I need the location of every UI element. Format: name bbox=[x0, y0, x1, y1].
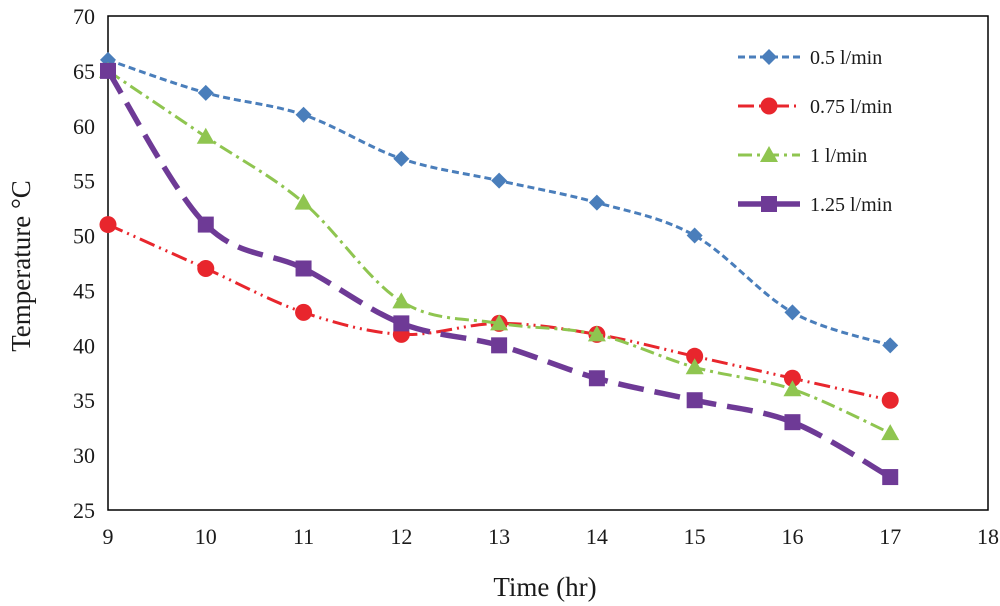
series-group bbox=[99, 61, 900, 441]
x-tick-label: 17 bbox=[879, 524, 901, 549]
legend-item: 0.75 l/min bbox=[738, 96, 892, 118]
x-tick-label: 15 bbox=[684, 524, 706, 549]
data-point bbox=[686, 227, 703, 244]
data-point bbox=[294, 193, 313, 210]
y-tick-label: 60 bbox=[73, 114, 95, 139]
legend-marker bbox=[761, 196, 777, 212]
x-tick-label: 16 bbox=[781, 524, 803, 549]
x-tick-label: 10 bbox=[195, 524, 217, 549]
x-tick-label: 14 bbox=[586, 524, 608, 549]
y-tick-label: 35 bbox=[73, 388, 95, 413]
legend-marker bbox=[760, 97, 778, 115]
data-point bbox=[392, 292, 411, 309]
legend-item: 1.25 l/min bbox=[738, 194, 892, 216]
data-point bbox=[588, 370, 605, 387]
data-point bbox=[295, 260, 312, 277]
series-group bbox=[99, 216, 899, 409]
data-point bbox=[197, 84, 214, 101]
data-point bbox=[197, 216, 214, 233]
data-point bbox=[393, 315, 410, 332]
legend-label: 0.5 l/min bbox=[810, 47, 882, 69]
data-point bbox=[491, 337, 508, 354]
data-point bbox=[686, 392, 703, 409]
y-axis-title: Temperature °C bbox=[6, 180, 36, 352]
data-point bbox=[882, 469, 899, 486]
y-tick-label: 65 bbox=[73, 59, 95, 84]
data-point bbox=[295, 106, 312, 123]
data-point bbox=[783, 380, 802, 397]
data-point bbox=[393, 150, 410, 167]
x-axis-ticks: 9 10 11 12 13 14 15 16 17 18 bbox=[103, 524, 1000, 549]
plot-frame bbox=[107, 15, 989, 511]
data-point bbox=[882, 337, 899, 354]
x-tick-label: 13 bbox=[488, 524, 510, 549]
x-tick-label: 11 bbox=[293, 524, 314, 549]
legend-label: 0.75 l/min bbox=[810, 96, 892, 118]
legend-marker bbox=[760, 146, 778, 162]
y-tick-label: 40 bbox=[73, 333, 95, 358]
data-point bbox=[197, 259, 215, 277]
data-point bbox=[196, 127, 215, 144]
legend: 0.5 l/min 0.75 l/min 1 l/min 1.25 l/min bbox=[738, 47, 892, 216]
y-axis-ticks: 25 30 35 40 45 50 55 60 65 70 bbox=[73, 4, 95, 523]
series-line bbox=[107, 69, 891, 435]
data-point bbox=[587, 325, 606, 342]
data-point bbox=[881, 424, 900, 441]
legend-label: 1 l/min bbox=[810, 145, 867, 167]
data-point bbox=[686, 347, 704, 365]
data-point bbox=[588, 194, 605, 211]
series-layer bbox=[99, 51, 900, 486]
y-tick-label: 30 bbox=[73, 443, 95, 468]
series-line bbox=[107, 223, 891, 402]
series-group bbox=[100, 51, 899, 354]
legend-item: 0.5 l/min bbox=[738, 47, 882, 69]
data-point bbox=[100, 62, 116, 79]
legend-marker bbox=[761, 49, 777, 65]
legend-label: 1.25 l/min bbox=[810, 194, 892, 216]
x-tick-label: 18 bbox=[977, 524, 999, 549]
data-point bbox=[784, 304, 801, 321]
data-point bbox=[490, 314, 509, 331]
y-tick-label: 25 bbox=[73, 498, 95, 523]
data-point bbox=[99, 216, 117, 234]
data-point bbox=[881, 391, 899, 409]
y-tick-label: 70 bbox=[73, 4, 95, 29]
data-point bbox=[783, 369, 801, 387]
y-tick-label: 45 bbox=[73, 278, 95, 303]
data-point bbox=[685, 358, 704, 375]
legend-item: 1 l/min bbox=[738, 145, 867, 167]
plot-frame-group bbox=[107, 15, 989, 511]
series-line bbox=[105, 69, 892, 480]
data-point bbox=[491, 172, 508, 189]
series-group bbox=[100, 62, 899, 486]
data-point bbox=[295, 303, 313, 321]
x-axis-title: Time (hr) bbox=[493, 572, 596, 602]
x-tick-label: 9 bbox=[103, 524, 114, 549]
x-tick-label: 12 bbox=[390, 524, 412, 549]
y-tick-label: 50 bbox=[73, 224, 95, 249]
data-point bbox=[784, 414, 801, 431]
y-tick-label: 55 bbox=[73, 169, 95, 194]
